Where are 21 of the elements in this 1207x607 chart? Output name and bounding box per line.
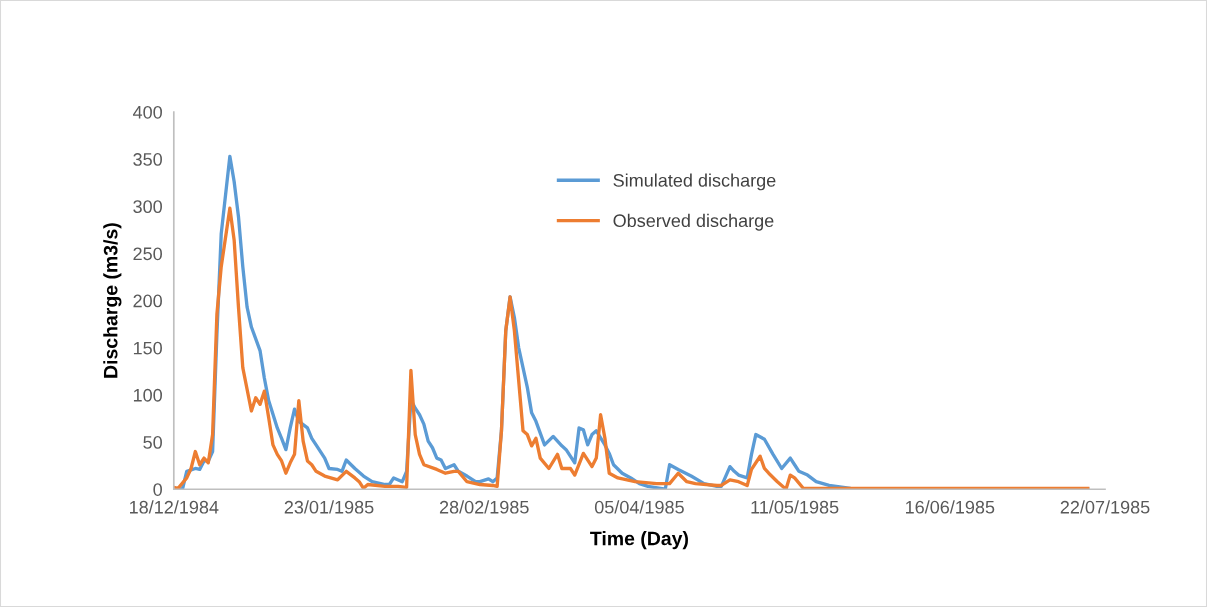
- legend-label: Observed discharge: [613, 213, 774, 231]
- x-tick-label: 18/12/1984: [130, 500, 219, 514]
- y-tick-label: 400: [132, 105, 162, 119]
- x-axis-title: Time (Day): [590, 531, 688, 550]
- y-tick-label: 250: [133, 247, 162, 261]
- x-tick-label: 28/02/1985: [439, 500, 529, 514]
- y-tick-label: 0: [153, 483, 162, 496]
- y-axis-title: Discharge (m3/s): [103, 223, 122, 378]
- y-tick-label: 100: [133, 388, 162, 402]
- x-tick-label: 22/07/1985: [1060, 500, 1150, 514]
- y-tick-label: 350: [133, 153, 162, 166]
- y-tick-label: 200: [133, 294, 162, 308]
- x-tick-label: 23/01/1985: [284, 500, 374, 514]
- x-tick-label: 11/05/1985: [751, 500, 839, 514]
- x-tick-label: 16/06/1985: [906, 500, 995, 514]
- legend-label: Simulated discharge: [613, 173, 776, 191]
- y-tick-label: 150: [133, 341, 162, 355]
- y-tick-label: 300: [133, 200, 162, 214]
- y-tick-label: 50: [143, 436, 162, 449]
- line-series: [173, 206, 1090, 490]
- x-tick-label: 05/04/1985: [594, 500, 684, 514]
